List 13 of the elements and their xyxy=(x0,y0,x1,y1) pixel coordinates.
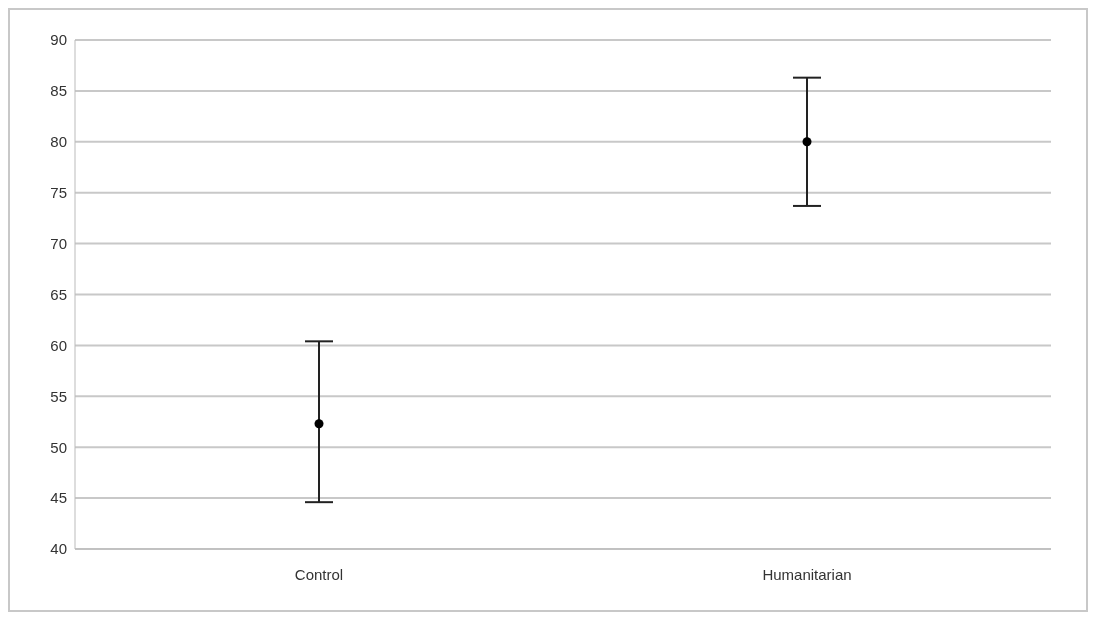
y-tick-label: 55 xyxy=(50,387,67,405)
x-tick-label: Control xyxy=(294,565,344,583)
y-tick-label: 45 xyxy=(50,489,67,507)
y-tick-label: 70 xyxy=(50,234,67,252)
y-tick-label: 50 xyxy=(50,438,67,456)
y-tick-label: 80 xyxy=(50,133,67,151)
y-tick-label: 65 xyxy=(50,285,67,303)
y-tick-label: 85 xyxy=(50,82,67,100)
y-tick-label: 40 xyxy=(50,540,67,558)
x-tick-label: Humanitarian xyxy=(762,565,852,583)
y-tick-label: 75 xyxy=(50,184,67,202)
y-tick-label: 60 xyxy=(50,336,67,354)
y-tick-label: 90 xyxy=(50,31,67,49)
